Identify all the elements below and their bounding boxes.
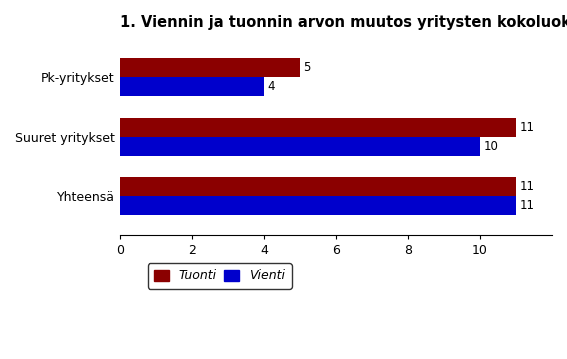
Text: 5: 5 bbox=[303, 61, 311, 74]
Bar bbox=[120, 196, 516, 215]
Legend: Tuonti, Vienti: Tuonti, Vienti bbox=[147, 263, 292, 289]
Bar bbox=[120, 58, 300, 77]
Bar bbox=[120, 77, 264, 96]
Text: 11: 11 bbox=[519, 121, 535, 134]
Text: 1. Viennin ja tuonnin arvon muutos yritysten kokoluokittain 2016/2017 Q2, %: 1. Viennin ja tuonnin arvon muutos yrity… bbox=[120, 15, 567, 30]
Bar bbox=[120, 177, 516, 196]
Text: 11: 11 bbox=[519, 180, 535, 193]
Bar bbox=[120, 137, 480, 156]
Text: 11: 11 bbox=[519, 199, 535, 212]
Text: 10: 10 bbox=[484, 140, 498, 153]
Text: 4: 4 bbox=[268, 80, 275, 93]
Bar bbox=[120, 118, 516, 137]
